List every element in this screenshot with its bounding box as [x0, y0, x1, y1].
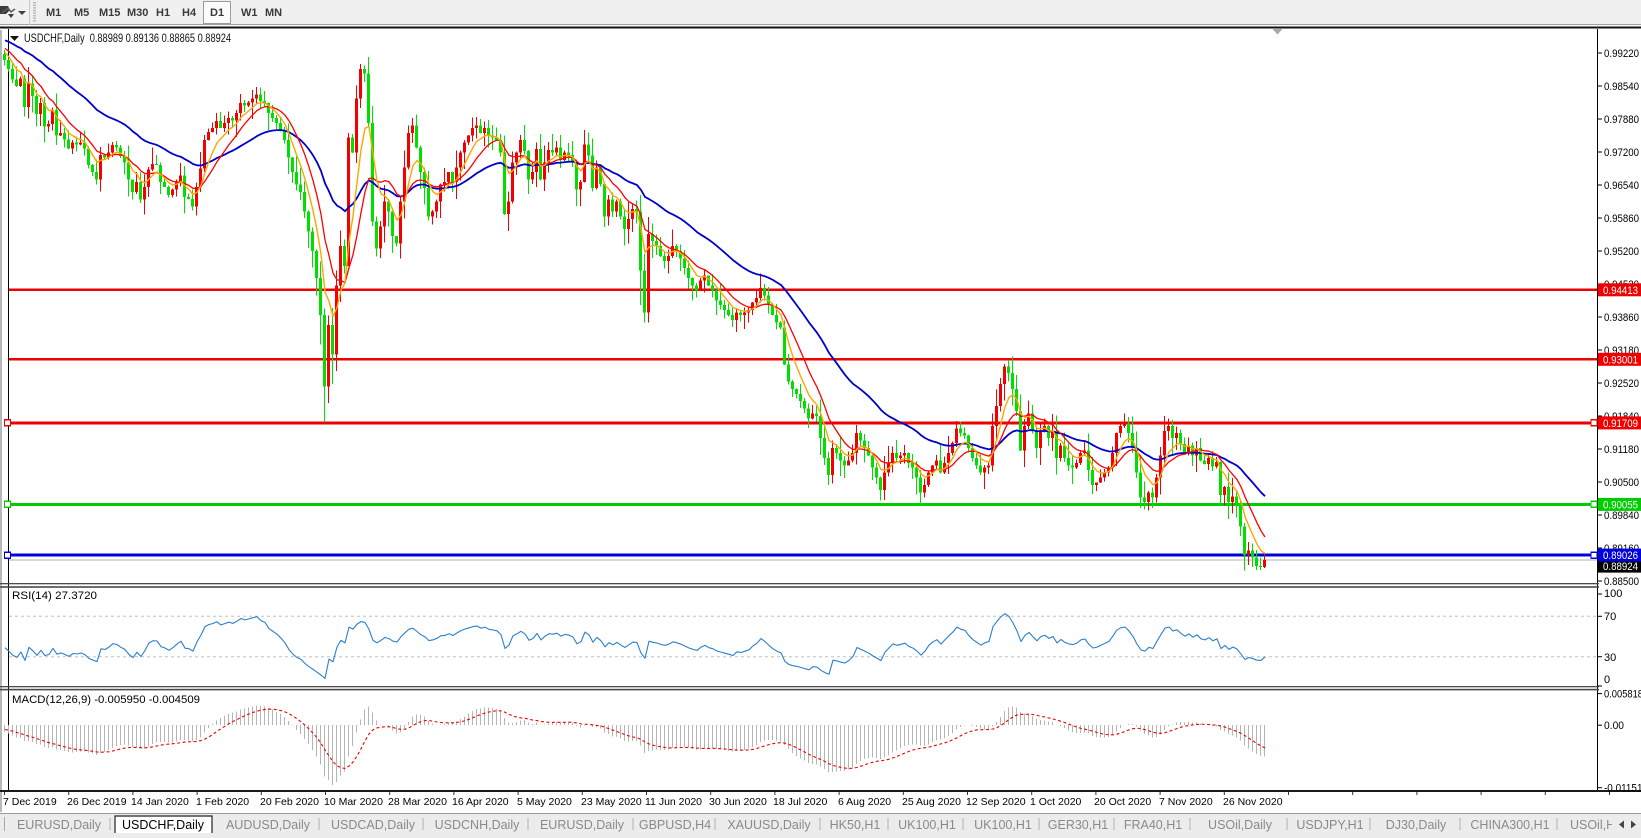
- svg-text:20 Oct 2020: 20 Oct 2020: [1094, 796, 1151, 808]
- svg-text:14 Jan 2020: 14 Jan 2020: [131, 796, 189, 808]
- svg-text:EURUSD,Daily: EURUSD,Daily: [540, 818, 625, 832]
- svg-text:DJ30,Daily: DJ30,Daily: [1386, 818, 1447, 832]
- svg-text:0.91709: 0.91709: [1603, 418, 1638, 430]
- svg-text:1 Oct 2020: 1 Oct 2020: [1030, 796, 1082, 808]
- svg-text:0.89840: 0.89840: [1604, 510, 1639, 522]
- svg-text:26 Dec 2019: 26 Dec 2019: [67, 796, 127, 808]
- svg-text:7 Nov 2020: 7 Nov 2020: [1159, 796, 1213, 808]
- svg-text:0.93860: 0.93860: [1604, 312, 1639, 324]
- svg-text:FRA40,H1: FRA40,H1: [1124, 818, 1182, 832]
- svg-text:25 Aug 2020: 25 Aug 2020: [902, 796, 961, 808]
- svg-text:12 Sep 2020: 12 Sep 2020: [966, 796, 1026, 808]
- svg-text:USDCHF,Daily 0.88989 0.89136: USDCHF,Daily 0.88989 0.89136 0.88865 0.8…: [24, 31, 231, 45]
- svg-text:0.95860: 0.95860: [1604, 213, 1639, 225]
- svg-text:0: 0: [1604, 674, 1610, 686]
- svg-text:0.005818: 0.005818: [1604, 689, 1641, 701]
- svg-text:CHINA300,H1: CHINA300,H1: [1470, 818, 1549, 832]
- svg-text:RSI(14) 27.3720: RSI(14) 27.3720: [12, 590, 97, 602]
- svg-text:H1: H1: [156, 7, 170, 19]
- svg-text:5 May 2020: 5 May 2020: [517, 796, 572, 808]
- svg-text:M30: M30: [127, 7, 148, 19]
- svg-text:USOil,H1: USOil,H1: [1570, 818, 1622, 832]
- svg-text:M1: M1: [46, 7, 61, 19]
- svg-text:0.95200: 0.95200: [1604, 246, 1639, 258]
- svg-text:10 Mar 2020: 10 Mar 2020: [324, 796, 383, 808]
- svg-text:7 Dec 2019: 7 Dec 2019: [3, 796, 57, 808]
- svg-text:0.98540: 0.98540: [1604, 81, 1639, 93]
- svg-text:EURUSD,Daily: EURUSD,Daily: [17, 818, 102, 832]
- svg-text:USDJPY,H1: USDJPY,H1: [1296, 818, 1363, 832]
- svg-text:26 Nov 2020: 26 Nov 2020: [1223, 796, 1283, 808]
- svg-text:30 Jun 2020: 30 Jun 2020: [709, 796, 767, 808]
- svg-text:28 Mar 2020: 28 Mar 2020: [388, 796, 447, 808]
- svg-text:UK100,H1: UK100,H1: [974, 818, 1032, 832]
- svg-text:AUDUSD,Daily: AUDUSD,Daily: [226, 818, 311, 832]
- svg-text:0.99220: 0.99220: [1604, 48, 1639, 60]
- svg-text:30: 30: [1604, 652, 1616, 664]
- svg-text:USDCHF,Daily: USDCHF,Daily: [122, 818, 205, 832]
- svg-text:0.94413: 0.94413: [1603, 285, 1638, 297]
- svg-text:0.97880: 0.97880: [1604, 114, 1639, 126]
- svg-text:0.88500: 0.88500: [1604, 576, 1639, 588]
- svg-text:0.97200: 0.97200: [1604, 147, 1639, 159]
- svg-text:USOil,Daily: USOil,Daily: [1208, 818, 1273, 832]
- svg-text:0.91180: 0.91180: [1604, 444, 1639, 456]
- svg-text:0.90500: 0.90500: [1604, 477, 1639, 489]
- svg-text:0.93001: 0.93001: [1603, 354, 1638, 366]
- svg-text:0.88924: 0.88924: [1603, 561, 1638, 573]
- svg-text:0.92520: 0.92520: [1604, 378, 1639, 390]
- svg-text:20 Feb 2020: 20 Feb 2020: [260, 796, 319, 808]
- svg-text:HK50,H1: HK50,H1: [830, 818, 881, 832]
- svg-text:M5: M5: [74, 7, 89, 19]
- svg-text:70: 70: [1604, 611, 1616, 623]
- svg-text:GBPUSD,H4: GBPUSD,H4: [639, 818, 711, 832]
- svg-text:USDCAD,Daily: USDCAD,Daily: [331, 818, 416, 832]
- svg-text:1 Feb 2020: 1 Feb 2020: [196, 796, 249, 808]
- svg-text:100: 100: [1604, 588, 1622, 600]
- svg-text:M15: M15: [99, 7, 120, 19]
- svg-text:0.89026: 0.89026: [1603, 550, 1638, 562]
- svg-text:-0.011514: -0.011514: [1604, 783, 1641, 795]
- svg-text:MACD(12,26,9) -0.005950 -0.004: MACD(12,26,9) -0.005950 -0.004509: [12, 694, 200, 706]
- svg-text:UK100,H1: UK100,H1: [898, 818, 956, 832]
- svg-text:GER30,H1: GER30,H1: [1048, 818, 1108, 832]
- svg-text:0.90055: 0.90055: [1603, 499, 1638, 511]
- svg-text:0.96540: 0.96540: [1604, 180, 1639, 192]
- svg-text:USDCNH,Daily: USDCNH,Daily: [435, 818, 520, 832]
- svg-text:6 Aug 2020: 6 Aug 2020: [838, 796, 891, 808]
- svg-text:D1: D1: [210, 7, 224, 19]
- svg-text:MN: MN: [265, 7, 282, 19]
- svg-text:0.00: 0.00: [1604, 720, 1624, 732]
- svg-text:11 Jun 2020: 11 Jun 2020: [645, 796, 702, 808]
- svg-text:H4: H4: [182, 7, 197, 19]
- svg-text:18 Jul 2020: 18 Jul 2020: [773, 796, 827, 808]
- svg-text:W1: W1: [241, 7, 258, 19]
- svg-text:23 May 2020: 23 May 2020: [581, 796, 642, 808]
- svg-text:XAUUSD,Daily: XAUUSD,Daily: [727, 818, 811, 832]
- svg-text:16 Apr 2020: 16 Apr 2020: [452, 796, 509, 808]
